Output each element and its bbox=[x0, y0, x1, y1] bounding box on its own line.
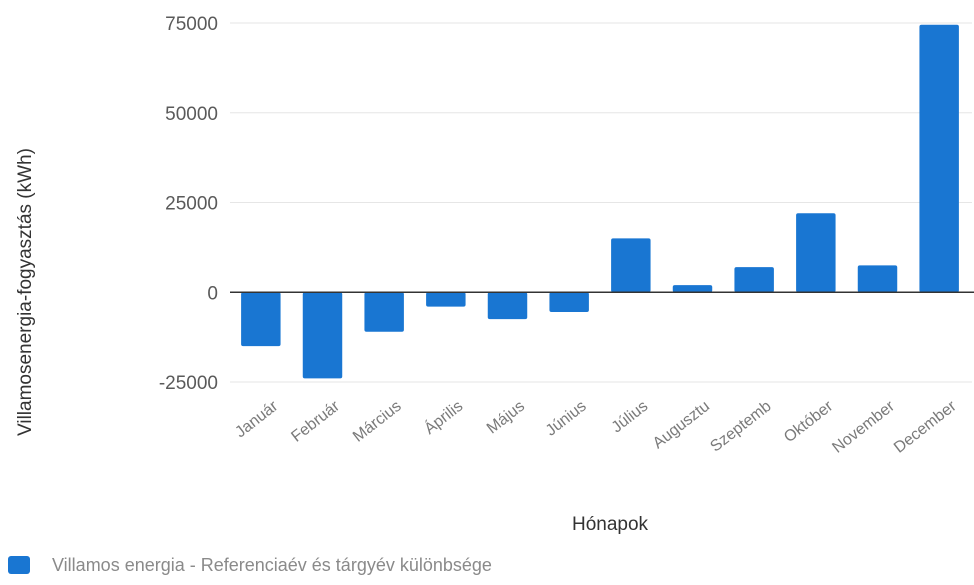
x-tick-label: Szeptemb bbox=[707, 398, 774, 456]
bar bbox=[734, 267, 774, 293]
bar bbox=[611, 238, 651, 293]
y-tick-label: 25000 bbox=[165, 194, 218, 215]
x-tick-label: Június bbox=[543, 398, 590, 440]
y-tick-label: 75000 bbox=[165, 14, 218, 35]
x-tick-label: Március bbox=[350, 398, 405, 446]
y-tick-label: 0 bbox=[207, 283, 218, 304]
bar bbox=[796, 213, 836, 293]
bar bbox=[857, 265, 898, 293]
bar bbox=[364, 292, 404, 332]
x-tick-label: Január bbox=[232, 397, 282, 441]
bar bbox=[426, 292, 466, 307]
x-axis-title: Hónapok bbox=[572, 514, 649, 535]
y-tick-label: -25000 bbox=[159, 373, 218, 394]
bar bbox=[672, 285, 713, 293]
y-axis-ticks: 75000 50000 25000 0 -25000 bbox=[159, 14, 218, 394]
x-tick-label: Május bbox=[484, 398, 528, 438]
x-tick-label: Február bbox=[288, 397, 343, 445]
y-axis-title: Villamosenergia-fogyasztás (kWh) bbox=[15, 148, 36, 436]
bars bbox=[241, 24, 959, 379]
x-tick-label: Július bbox=[609, 398, 652, 437]
x-tick-label: December bbox=[891, 397, 960, 456]
x-tick-label: Október bbox=[781, 397, 837, 446]
bar bbox=[487, 292, 528, 320]
bar bbox=[549, 292, 589, 312]
x-tick-label: Augusztu bbox=[650, 398, 713, 452]
bar bbox=[919, 24, 959, 293]
x-tick-label: November bbox=[829, 397, 898, 456]
legend: Villamos energia - Referenciaév és tárgy… bbox=[8, 555, 492, 575]
x-tick-label: Április bbox=[420, 396, 466, 438]
y-tick-label: 50000 bbox=[165, 104, 218, 125]
x-axis-ticks: Január Február Március Április Május Június Jú… bbox=[232, 396, 960, 456]
gridlines bbox=[230, 22, 972, 383]
bar bbox=[302, 292, 343, 379]
legend-swatch bbox=[8, 556, 30, 574]
legend-label: Villamos energia - Referenciaév és tárgy… bbox=[52, 555, 492, 575]
bar bbox=[241, 292, 281, 347]
